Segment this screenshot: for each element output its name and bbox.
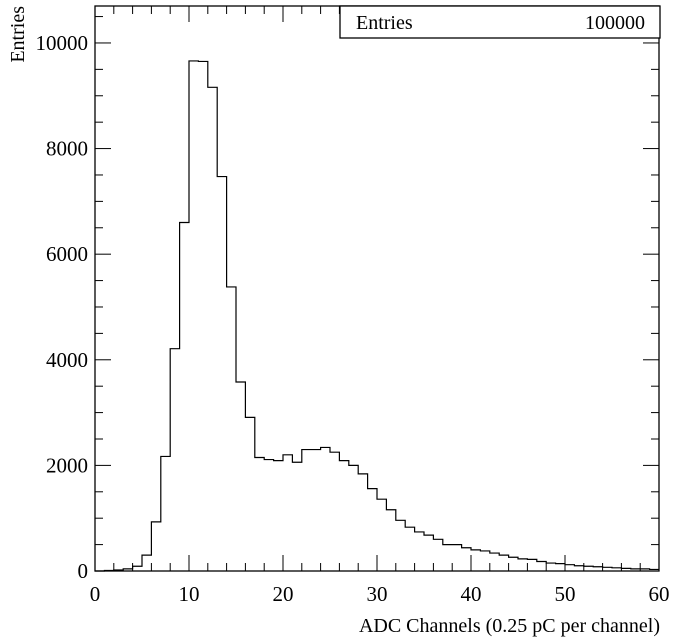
x-tick-label: 30: [367, 582, 388, 606]
x-axis-title: ADC Channels (0.25 pC per channel): [359, 615, 660, 637]
y-tick-labels: 0 2000 4000 6000 8000 10000: [36, 31, 89, 583]
y-tick-label: 8000: [46, 137, 88, 161]
x-tick-label: 20: [273, 582, 294, 606]
x-tick-label: 50: [555, 582, 576, 606]
y-tick-label: 10000: [36, 31, 89, 55]
stats-box: Entries 100000: [339, 5, 661, 39]
x-tick-label: 60: [649, 582, 670, 606]
x-tick-label: 10: [179, 582, 200, 606]
y-axis-title: Entries: [7, 6, 29, 63]
x-tick-label: 40: [461, 582, 482, 606]
y-tick-label: 0: [78, 559, 89, 583]
x-tick-label: 0: [90, 582, 101, 606]
x-tick-labels: 0 10 20 30 40 50 60: [90, 582, 670, 606]
y-tick-label: 6000: [46, 242, 88, 266]
y-tick-label: 2000: [46, 453, 88, 477]
stats-entries-value: 100000: [585, 12, 645, 34]
y-tick-label: 4000: [46, 348, 88, 372]
stats-entries-label: Entries: [356, 12, 413, 34]
histogram-line: [95, 60, 659, 572]
stats-box-border: [339, 5, 661, 39]
